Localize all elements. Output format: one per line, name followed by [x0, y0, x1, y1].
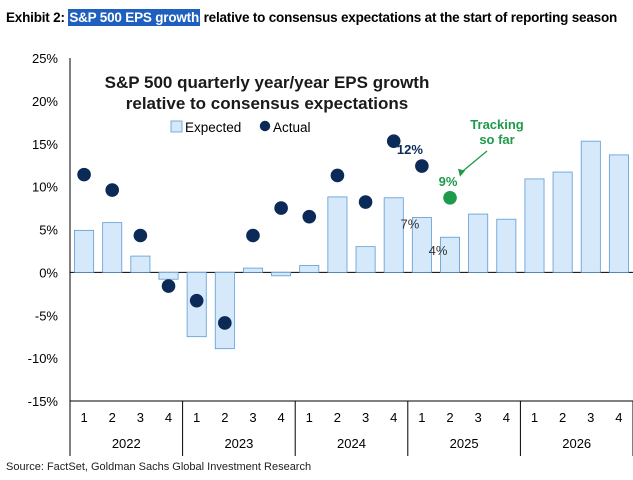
expected-bar — [271, 271, 292, 277]
y-tick-label: 5% — [39, 223, 58, 238]
expected-bar — [130, 255, 151, 273]
actual-point — [133, 228, 148, 243]
y-tick-label: 25% — [32, 51, 58, 66]
chart-title: relative to consensus expectations — [126, 94, 409, 113]
x-tick-label: 4 — [278, 410, 285, 425]
x-tick-label: 3 — [249, 410, 256, 425]
x-tick-label: 4 — [390, 410, 397, 425]
expected-bar — [496, 218, 517, 273]
expected-bar — [102, 222, 123, 273]
exhibit-title: Exhibit 2: S&P 500 EPS growth relative t… — [6, 9, 618, 26]
data-label: 9% — [439, 174, 458, 189]
x-tick-label: 4 — [615, 410, 622, 425]
x-tick-label: 2 — [109, 410, 116, 425]
expected-bar — [355, 246, 376, 273]
actual-point — [386, 134, 401, 148]
y-tick-label: 10% — [32, 180, 58, 195]
x-tick-label: 2 — [446, 410, 453, 425]
legend-expected-label: Expected — [185, 120, 241, 135]
y-tick-label: -5% — [35, 308, 59, 323]
y-tick-label: 0% — [39, 265, 58, 280]
exhibit-rest: relative to consensus expectations at th… — [200, 10, 618, 25]
tracking-arrow-head — [458, 168, 466, 177]
x-tick-label: 3 — [587, 410, 594, 425]
x-tick-label: 2 — [334, 410, 341, 425]
legend-actual-label: Actual — [273, 120, 311, 135]
expected-bar — [524, 178, 545, 273]
exhibit-prefix: Exhibit 2: — [6, 10, 65, 25]
data-label: 4% — [429, 243, 448, 258]
x-year-label: 2022 — [112, 436, 141, 451]
expected-bar — [299, 265, 320, 273]
x-tick-label: 1 — [306, 410, 313, 425]
expected-bar — [243, 267, 263, 273]
expected-bar — [411, 217, 432, 273]
x-tick-label: 2 — [559, 410, 566, 425]
expected-bar — [158, 271, 179, 280]
y-tick-label: -15% — [28, 394, 59, 409]
y-tick-label: 20% — [32, 94, 58, 109]
expected-bar — [383, 197, 404, 273]
x-year-label: 2024 — [337, 436, 366, 451]
x-tick-label: 3 — [137, 410, 144, 425]
expected-bar — [552, 171, 573, 273]
actual-point — [274, 201, 288, 215]
x-tick-label: 1 — [418, 410, 425, 425]
source-note: Source: FactSet, Goldman Sachs Global In… — [6, 461, 312, 473]
tracking-label: Tracking — [470, 117, 524, 132]
x-year-label: 2023 — [224, 436, 253, 451]
data-label: 7% — [400, 216, 419, 231]
actual-point — [105, 183, 120, 197]
actual-point — [77, 167, 91, 182]
x-tick-label: 1 — [80, 410, 87, 425]
data-label: 12% — [397, 142, 423, 157]
x-tick-label: 3 — [362, 410, 369, 425]
y-tick-label: 15% — [32, 137, 58, 152]
x-tick-label: 1 — [531, 410, 538, 425]
tracking-point — [443, 190, 457, 205]
actual-point — [358, 195, 373, 209]
expected-bar — [440, 236, 460, 273]
expected-bar — [74, 229, 95, 273]
actual-point — [218, 316, 232, 330]
tracking-arrow — [461, 150, 488, 173]
legend-actual-swatch — [259, 120, 271, 132]
y-tick-label: -10% — [28, 351, 59, 366]
expected-bar — [608, 154, 629, 273]
x-tick-label: 3 — [475, 410, 482, 425]
x-tick-label: 1 — [193, 410, 200, 425]
actual-point — [246, 228, 260, 243]
actual-point — [189, 293, 204, 308]
x-tick-label: 4 — [503, 410, 510, 425]
expected-bar — [580, 140, 601, 273]
x-tick-label: 4 — [165, 410, 172, 425]
legend-expected-swatch — [170, 120, 183, 133]
expected-bar — [214, 271, 235, 350]
exhibit-highlight: S&P 500 EPS growth — [68, 9, 201, 26]
actual-point — [415, 159, 429, 173]
actual-point — [330, 168, 345, 183]
actual-point — [302, 209, 317, 224]
x-year-label: 2025 — [450, 436, 479, 451]
tracking-label: so far — [479, 132, 514, 147]
x-year-label: 2026 — [562, 436, 591, 451]
chart-title: S&P 500 quarterly year/year EPS growth — [105, 73, 430, 92]
expected-bar — [468, 213, 489, 273]
expected-bar — [327, 196, 348, 273]
x-tick-label: 2 — [221, 410, 228, 425]
actual-point — [161, 279, 176, 293]
